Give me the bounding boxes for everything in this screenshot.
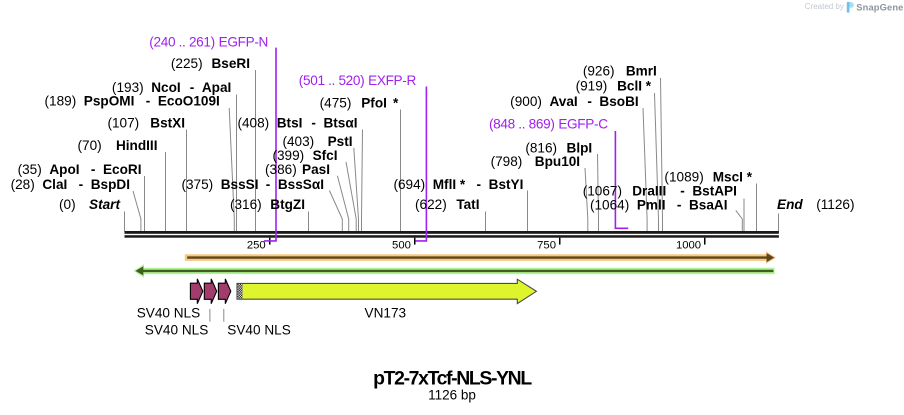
- svg-text:(1067)DraIII-BstAPI: (1067) DraIII - BstAPI: [583, 184, 737, 199]
- svg-text:Created by: Created by: [805, 2, 844, 11]
- svg-text:(28)ClaI-BspDI: (28) ClaI - BspDI: [11, 177, 130, 192]
- svg-text:(399)SfcI: (399) SfcI: [272, 148, 337, 163]
- svg-text:SV40 NLS: SV40 NLS: [137, 306, 200, 321]
- svg-text:(316)BtgZI: (316) BtgZI: [230, 197, 305, 212]
- svg-text:(694)MflI*-BstYI: (694) MflI * - BstYI: [393, 177, 523, 192]
- svg-text:(919)BclI*: (919) BclI *: [576, 79, 652, 94]
- svg-text:(189)PspOMI-EcoO109I: (189) PspOMI - EcoO109I: [44, 94, 219, 109]
- svg-text:(35)ApoI-EcoRI: (35) ApoI - EcoRI: [18, 162, 142, 177]
- svg-text:(475)PfoI*: (475) PfoI *: [320, 95, 399, 110]
- svg-text:1000: 1000: [676, 240, 701, 252]
- svg-text:250: 250: [247, 240, 266, 252]
- svg-text:(926)BmrI: (926) BmrI: [583, 64, 657, 79]
- svg-text:(408)BtsI-BtsαI: (408) BtsI - BtsαI: [237, 115, 357, 130]
- svg-text:750: 750: [537, 240, 556, 252]
- svg-text:(501 .. 520)EXFP-R: (501 .. 520) EXFP-R: [299, 73, 417, 88]
- svg-text:(848 .. 869)EGFP-C: (848 .. 869) EGFP-C: [489, 117, 608, 132]
- svg-text:(816)BlpI: (816) BlpI: [525, 140, 592, 155]
- svg-text:(0)Start: (0) Start: [59, 197, 120, 212]
- svg-text:SV40 NLS: SV40 NLS: [145, 323, 208, 338]
- svg-text:(375)BssSI-BssSαI: (375) BssSI - BssSαI: [181, 177, 324, 192]
- svg-text:pT2-7xTcf-NLS-YNL: pT2-7xTcf-NLS-YNL: [373, 367, 532, 389]
- svg-text:(1064)PmlI-BsaAI: (1064) PmlI - BsaAI: [590, 198, 728, 213]
- svg-text:(107)BstXI: (107) BstXI: [107, 115, 185, 130]
- svg-text:(240 .. 261)EGFP-N: (240 .. 261) EGFP-N: [149, 34, 268, 49]
- svg-text:500: 500: [392, 240, 411, 252]
- svg-text:End(1126): End (1126): [777, 197, 855, 212]
- svg-text:1126 bp: 1126 bp: [428, 387, 476, 402]
- svg-text:(900)AvaI-BsoBI: (900) AvaI - BsoBI: [510, 94, 639, 109]
- svg-text:(70)HindIII: (70) HindIII: [78, 138, 158, 153]
- svg-text:(193)NcoI-ApaI: (193) NcoI - ApaI: [112, 80, 231, 95]
- svg-text:VN173: VN173: [365, 306, 407, 321]
- svg-text:(1089)MscI*: (1089) MscI *: [664, 169, 752, 184]
- svg-text:SnapGene: SnapGene: [856, 3, 903, 13]
- svg-text:(386)PasI: (386) PasI: [265, 162, 330, 177]
- svg-text:(403)PstI: (403) PstI: [282, 134, 352, 149]
- svg-text:(622)TatI: (622) TatI: [415, 197, 479, 212]
- svg-text:SV40 NLS: SV40 NLS: [227, 323, 290, 338]
- svg-text:(798)Bpu10I: (798) Bpu10I: [491, 154, 581, 169]
- svg-text:(225)BseRI: (225) BseRI: [171, 56, 250, 71]
